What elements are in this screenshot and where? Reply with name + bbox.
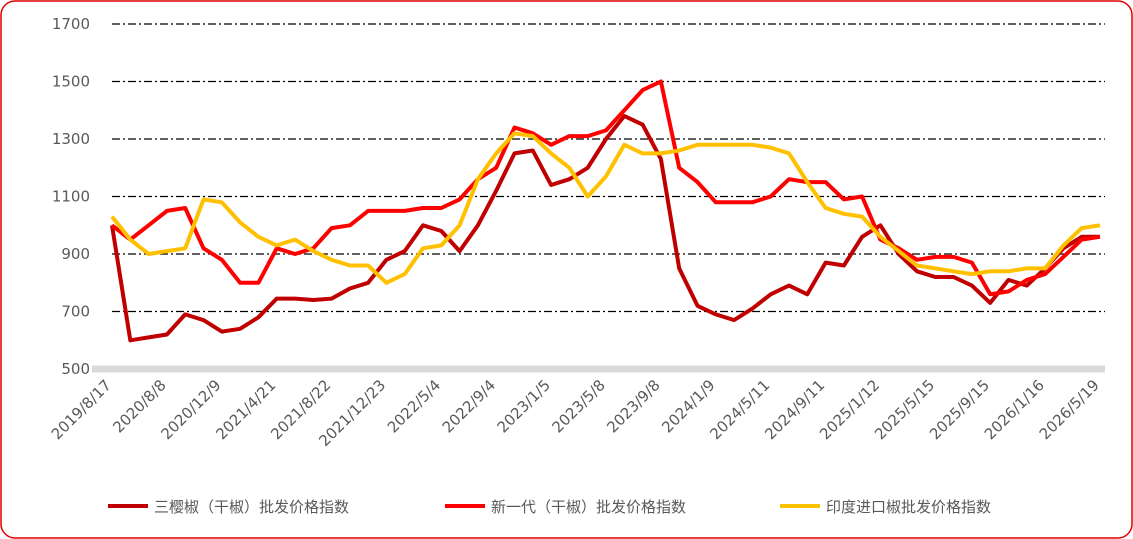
series-line: [110, 131, 1101, 285]
legend-label: 三樱椒（干椒）批发价格指数: [154, 498, 349, 516]
series-line: [110, 79, 1101, 297]
y-tick-label: 700: [61, 303, 90, 321]
y-tick-label: 1500: [52, 73, 90, 91]
y-tick-label: 500: [61, 360, 90, 378]
y-tick-label: 900: [61, 245, 90, 263]
legend-label: 印度进口椒批发价格指数: [826, 498, 991, 516]
y-tick-label: 1300: [52, 130, 90, 148]
legend-label: 新一代（干椒）批发价格指数: [491, 498, 686, 516]
series-line: [110, 114, 1100, 343]
y-tick-label: 1100: [52, 188, 90, 206]
y-tick-label: 1700: [52, 15, 90, 33]
